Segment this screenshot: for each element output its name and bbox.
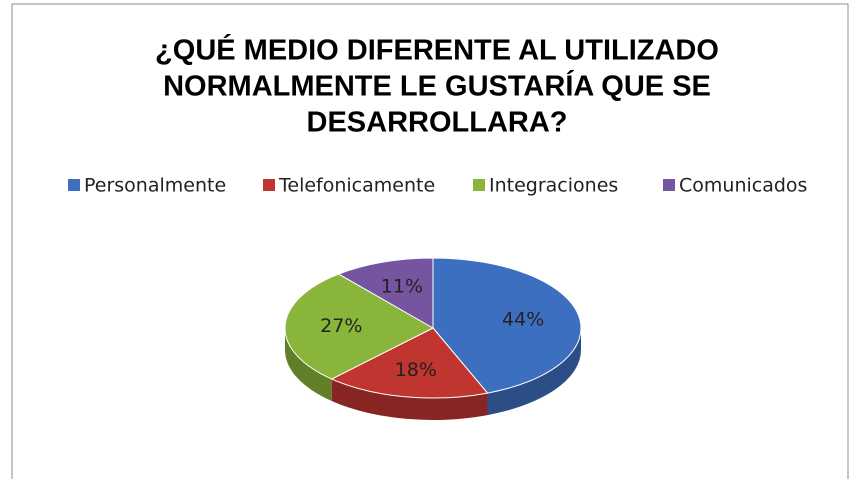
legend-swatch <box>663 179 675 191</box>
slice <box>337 257 434 329</box>
slice <box>432 257 582 394</box>
slice <box>284 273 435 380</box>
legend-label: Comunicados <box>679 175 807 197</box>
data-label: 27% <box>320 315 362 337</box>
legend-swatch <box>68 179 80 191</box>
legend-label: Integraciones <box>489 175 618 197</box>
legend-swatch <box>473 179 485 191</box>
slice-side <box>487 328 581 416</box>
legend-label: Telefonicamente <box>278 175 435 197</box>
legend-label: Personalmente <box>84 175 226 197</box>
data-label: 18% <box>395 359 437 381</box>
data-label: 44% <box>502 308 544 330</box>
chart-title: NORMALMENTE LE GUSTARÍA QUE SE <box>163 69 711 103</box>
chart-title: ¿QUÉ MEDIO DIFERENTE AL UTILIZADO <box>155 33 719 67</box>
chart-title: DESARROLLARA? <box>307 107 568 139</box>
slice <box>330 327 489 399</box>
slice-side <box>331 379 488 420</box>
legend-swatch <box>263 179 275 191</box>
data-label: 11% <box>381 276 423 298</box>
slice-side <box>285 328 332 402</box>
